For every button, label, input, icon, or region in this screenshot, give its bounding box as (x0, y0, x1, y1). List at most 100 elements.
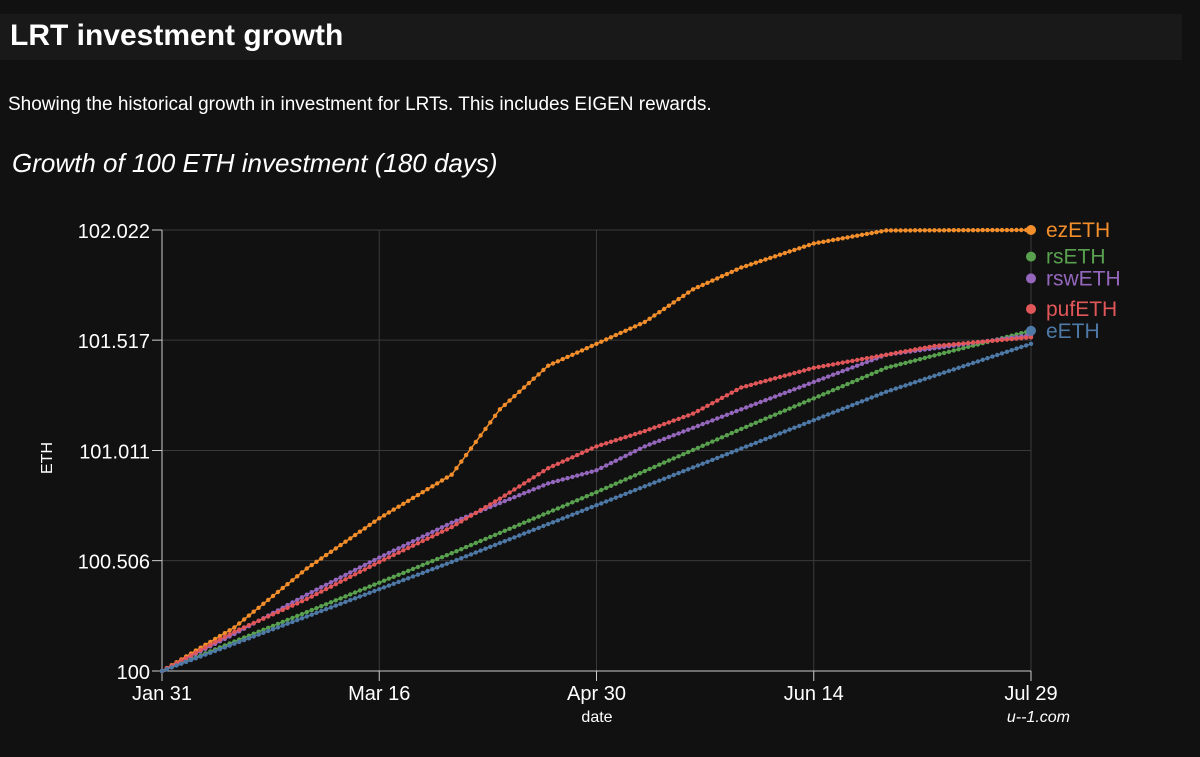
data-point (328, 549, 334, 554)
data-point (922, 228, 927, 233)
data-point (821, 414, 826, 419)
data-point (652, 425, 657, 430)
data-point (420, 534, 425, 539)
data-point (700, 406, 705, 411)
data-point (937, 352, 942, 357)
data-point (608, 460, 614, 466)
data-point (406, 576, 411, 581)
data-point (753, 260, 758, 265)
data-point (343, 572, 348, 578)
data-point (425, 568, 430, 574)
data-point (937, 343, 942, 348)
data-point (652, 480, 657, 485)
data-point (830, 362, 836, 367)
data-point (666, 434, 672, 440)
data-point (459, 519, 464, 524)
data-point (637, 322, 643, 327)
data-point (970, 340, 976, 345)
data-point (922, 355, 927, 361)
data-point (304, 596, 309, 602)
data-point (604, 499, 609, 504)
data-point (381, 557, 387, 562)
data-point (811, 379, 816, 385)
data-point (420, 490, 425, 495)
data-point (995, 227, 1000, 233)
data-point (599, 339, 604, 344)
data-point (845, 404, 850, 410)
data-point (604, 441, 609, 446)
data-point (613, 495, 618, 500)
data-point (521, 481, 527, 486)
data-point (855, 401, 860, 406)
data-point (623, 477, 628, 482)
data-point (550, 361, 556, 366)
data-point (695, 463, 701, 468)
data-point (908, 228, 913, 233)
data-point (478, 538, 483, 544)
data-point (758, 438, 763, 444)
data-point (575, 452, 580, 458)
data-point (681, 429, 686, 434)
data-point (241, 617, 247, 622)
data-point (208, 650, 213, 655)
data-point (468, 542, 474, 548)
data-point (850, 402, 855, 408)
data-point (266, 625, 271, 630)
data-point (845, 235, 850, 240)
data-point (328, 584, 334, 589)
data-point (801, 383, 807, 388)
data-point (613, 438, 618, 443)
x-tick-label: Jan 31 (132, 683, 192, 705)
data-point (203, 652, 208, 657)
data-point (1014, 227, 1019, 233)
data-point (792, 387, 797, 392)
data-point (338, 601, 343, 606)
data-point (980, 339, 985, 344)
data-point (700, 421, 705, 427)
data-point (444, 522, 449, 528)
data-point (869, 230, 874, 236)
data-point (690, 287, 696, 292)
data-point (1023, 343, 1029, 348)
data-point (724, 412, 730, 417)
data-point (449, 472, 454, 477)
legend-label: eETH (1046, 320, 1100, 343)
data-point (961, 228, 966, 233)
data-point (715, 416, 720, 421)
data-point (348, 574, 353, 579)
data-point (985, 356, 990, 361)
data-point (956, 365, 961, 370)
data-point (406, 541, 411, 546)
data-point (381, 585, 387, 590)
data-point (227, 643, 232, 648)
data-point (319, 608, 324, 614)
data-point (512, 535, 517, 540)
data-point (816, 378, 821, 383)
data-point (507, 398, 512, 403)
data-point (666, 458, 672, 463)
data-point (1028, 335, 1034, 340)
data-point (473, 510, 478, 516)
data-point (435, 527, 440, 532)
data-point (575, 350, 580, 355)
data-point (835, 361, 841, 366)
data-point (183, 659, 189, 665)
data-point (850, 234, 855, 239)
data-point (801, 368, 807, 373)
data-point (855, 357, 860, 363)
data-point (502, 493, 507, 498)
data-point (348, 536, 353, 541)
data-point (521, 385, 527, 390)
data-point (830, 372, 836, 377)
data-point (280, 607, 285, 613)
data-point (855, 377, 860, 383)
data-point (275, 621, 281, 627)
data-point (541, 523, 546, 529)
data-point (768, 435, 773, 440)
data-point (966, 228, 971, 233)
data-point (584, 494, 589, 499)
data-point (975, 359, 981, 364)
data-point (367, 564, 372, 570)
page-title: LRT investment growth (10, 19, 344, 52)
data-point (826, 363, 831, 368)
